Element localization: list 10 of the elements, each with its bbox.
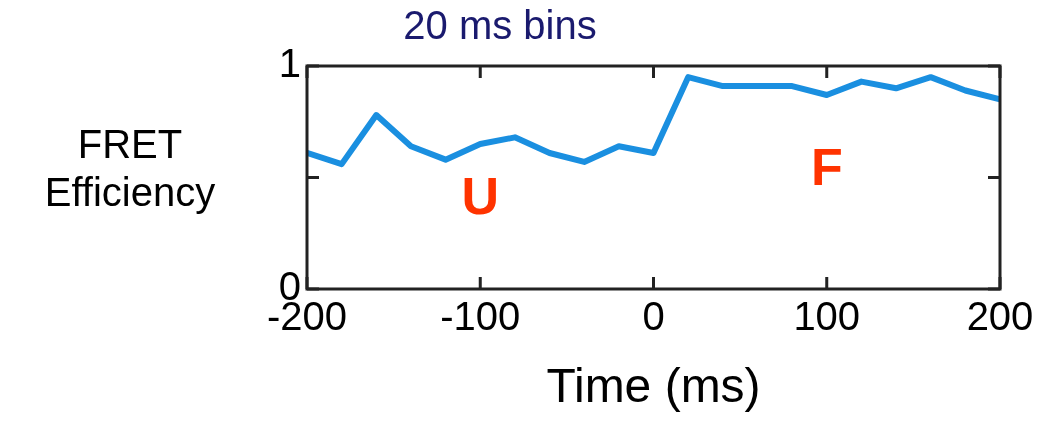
x-tick-label: 0	[642, 294, 665, 339]
annotation: F	[810, 138, 843, 197]
x-tick-label: 100	[793, 294, 861, 339]
y-axis-title: FRET Efficiency	[43, 121, 217, 216]
x-axis-title: Time (ms)	[546, 359, 761, 413]
chart-title: 20 ms bins	[403, 3, 597, 48]
x-tick-label: -100	[440, 294, 521, 339]
x-tick-label: 200	[966, 294, 1034, 339]
annotation: U	[461, 167, 500, 226]
y-tick-label: 1	[278, 41, 301, 86]
